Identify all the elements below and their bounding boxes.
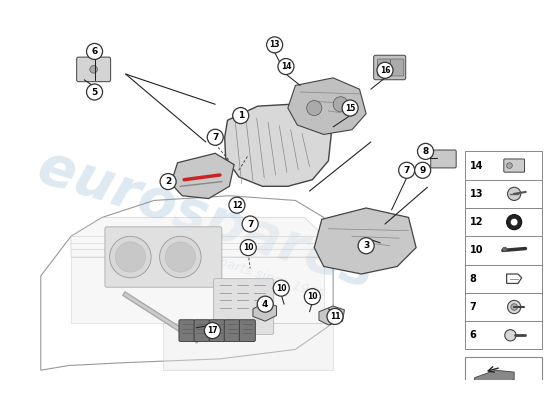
Text: 15: 15 (345, 104, 355, 112)
FancyBboxPatch shape (194, 320, 210, 342)
Text: 6: 6 (470, 330, 477, 340)
Circle shape (377, 62, 393, 78)
Circle shape (116, 242, 145, 272)
Circle shape (304, 289, 321, 305)
Text: 5: 5 (91, 88, 98, 96)
Circle shape (207, 129, 223, 145)
FancyBboxPatch shape (465, 180, 542, 208)
FancyBboxPatch shape (465, 357, 542, 385)
Polygon shape (253, 302, 277, 321)
Circle shape (507, 214, 522, 230)
Text: 13: 13 (470, 189, 483, 199)
Circle shape (90, 66, 97, 73)
Text: 10: 10 (243, 243, 254, 252)
FancyBboxPatch shape (209, 320, 225, 342)
Text: 12: 12 (470, 217, 483, 227)
Text: 10: 10 (470, 246, 483, 256)
Text: 10: 10 (276, 284, 287, 293)
Circle shape (267, 37, 283, 53)
Text: 6: 6 (91, 47, 98, 56)
Polygon shape (319, 306, 344, 325)
Circle shape (327, 308, 343, 324)
Circle shape (278, 58, 294, 74)
FancyBboxPatch shape (224, 320, 240, 342)
Circle shape (165, 242, 195, 272)
Circle shape (86, 84, 102, 100)
Text: 7: 7 (212, 133, 218, 142)
Text: 10: 10 (307, 292, 317, 301)
FancyBboxPatch shape (465, 236, 542, 264)
FancyBboxPatch shape (213, 279, 274, 334)
Text: 2: 2 (165, 177, 171, 186)
Text: a passion for parts since 1985: a passion for parts since 1985 (133, 228, 327, 302)
Text: 13: 13 (270, 40, 280, 49)
Polygon shape (314, 208, 416, 274)
FancyBboxPatch shape (465, 208, 542, 236)
Circle shape (160, 236, 201, 278)
FancyBboxPatch shape (76, 57, 111, 82)
FancyBboxPatch shape (465, 321, 542, 350)
Text: 3: 3 (363, 241, 369, 250)
Circle shape (205, 322, 221, 338)
Polygon shape (163, 323, 333, 370)
Circle shape (508, 300, 521, 314)
Circle shape (307, 100, 322, 116)
Circle shape (508, 187, 521, 200)
Circle shape (273, 280, 289, 296)
Text: 7: 7 (470, 302, 477, 312)
Circle shape (399, 162, 415, 178)
FancyBboxPatch shape (465, 385, 542, 400)
Text: 9: 9 (420, 166, 426, 175)
Circle shape (358, 238, 374, 254)
Text: 863 15: 863 15 (482, 387, 525, 400)
Circle shape (510, 218, 518, 226)
FancyBboxPatch shape (239, 320, 255, 342)
Circle shape (257, 296, 273, 312)
Text: 11: 11 (330, 312, 340, 321)
Circle shape (333, 97, 348, 112)
Polygon shape (225, 104, 331, 186)
FancyBboxPatch shape (179, 320, 195, 342)
Circle shape (417, 144, 433, 160)
Text: 12: 12 (232, 201, 242, 210)
Text: 14: 14 (280, 62, 291, 71)
FancyBboxPatch shape (431, 150, 456, 168)
Polygon shape (71, 257, 324, 323)
Text: 7: 7 (247, 220, 254, 228)
Text: 8: 8 (422, 147, 428, 156)
Text: 1: 1 (238, 111, 244, 120)
Circle shape (502, 247, 507, 252)
Text: eurospares: eurospares (31, 140, 381, 299)
Circle shape (233, 108, 249, 124)
Polygon shape (475, 370, 514, 385)
FancyBboxPatch shape (373, 55, 406, 80)
Circle shape (242, 216, 258, 232)
Text: 16: 16 (379, 66, 390, 75)
FancyBboxPatch shape (377, 59, 390, 76)
Circle shape (505, 330, 516, 341)
Circle shape (229, 197, 245, 213)
Text: 7: 7 (404, 166, 410, 175)
Text: 14: 14 (470, 160, 483, 170)
Text: 8: 8 (470, 274, 477, 284)
FancyBboxPatch shape (465, 152, 542, 180)
Polygon shape (171, 153, 234, 198)
Text: 4: 4 (262, 300, 268, 309)
FancyBboxPatch shape (465, 264, 542, 293)
FancyBboxPatch shape (105, 227, 222, 287)
Circle shape (342, 100, 358, 116)
FancyBboxPatch shape (390, 59, 404, 76)
Circle shape (507, 163, 512, 168)
FancyBboxPatch shape (504, 159, 525, 172)
Circle shape (86, 44, 102, 60)
Circle shape (109, 236, 151, 278)
Text: 17: 17 (207, 326, 218, 335)
Polygon shape (288, 78, 366, 134)
FancyBboxPatch shape (465, 293, 542, 321)
Circle shape (415, 162, 431, 178)
Circle shape (240, 240, 256, 256)
Circle shape (160, 174, 176, 190)
Circle shape (511, 304, 518, 310)
Polygon shape (71, 218, 324, 257)
